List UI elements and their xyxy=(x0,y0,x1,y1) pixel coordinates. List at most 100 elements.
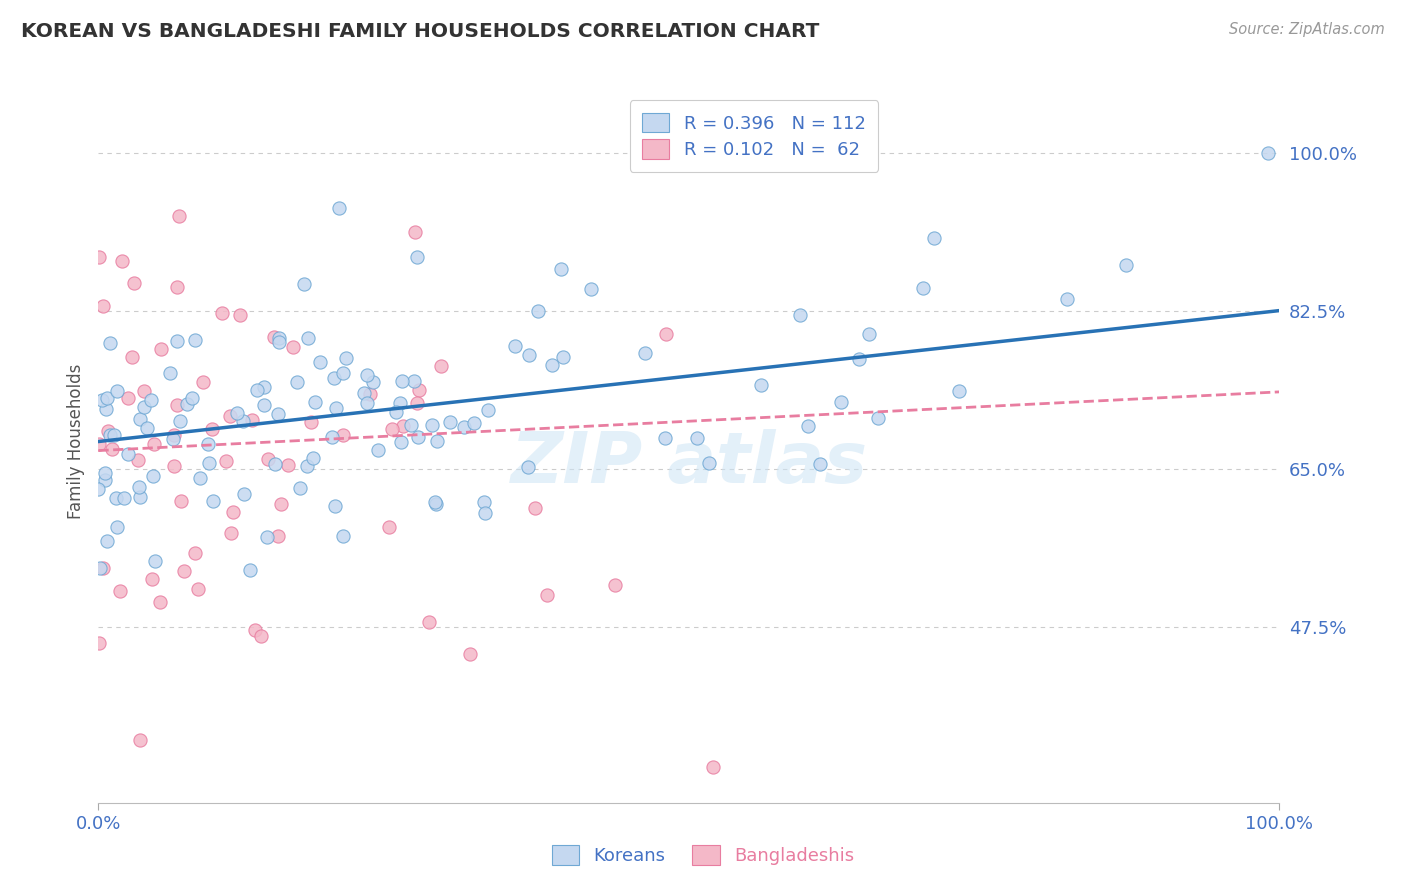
Point xyxy=(167,209,190,223)
Point xyxy=(356,368,378,382)
Point xyxy=(163,428,186,442)
Point xyxy=(603,578,626,592)
Point xyxy=(420,418,443,433)
Point xyxy=(193,376,215,390)
Point xyxy=(295,458,318,473)
Point xyxy=(94,467,117,481)
Point xyxy=(458,647,481,661)
Point xyxy=(389,434,412,449)
Point xyxy=(270,498,292,512)
Point xyxy=(201,493,224,508)
Point xyxy=(233,487,256,501)
Point xyxy=(551,350,574,364)
Point xyxy=(128,490,150,504)
Point xyxy=(188,471,211,485)
Point xyxy=(292,277,315,291)
Point xyxy=(453,420,475,434)
Point xyxy=(579,282,602,296)
Point xyxy=(143,436,166,450)
Point xyxy=(98,336,121,351)
Point xyxy=(257,452,280,467)
Point xyxy=(1056,292,1078,306)
Point xyxy=(111,254,134,268)
Point xyxy=(253,398,276,412)
Point xyxy=(425,494,447,508)
Point xyxy=(323,371,346,385)
Point xyxy=(749,378,772,392)
Point xyxy=(105,384,128,398)
Text: Source: ZipAtlas.com: Source: ZipAtlas.com xyxy=(1229,22,1385,37)
Point xyxy=(654,431,676,445)
Point xyxy=(96,391,118,405)
Point xyxy=(402,374,425,388)
Point xyxy=(297,331,319,345)
Point xyxy=(789,308,811,322)
Point xyxy=(91,299,114,313)
Point xyxy=(197,436,219,450)
Point xyxy=(91,561,114,575)
Point xyxy=(173,564,195,578)
Point xyxy=(269,331,291,345)
Point xyxy=(105,519,128,533)
Point xyxy=(229,308,252,322)
Point xyxy=(1257,145,1279,160)
Point xyxy=(287,376,309,390)
Point xyxy=(94,473,117,487)
Point xyxy=(655,327,678,342)
Point xyxy=(797,419,820,434)
Point xyxy=(686,431,709,445)
Point xyxy=(87,636,110,650)
Point xyxy=(463,417,485,431)
Point xyxy=(127,453,149,467)
Point xyxy=(104,491,127,505)
Point xyxy=(163,459,186,474)
Point xyxy=(201,422,224,436)
Point xyxy=(359,386,381,401)
Point xyxy=(524,501,547,516)
Point xyxy=(222,505,245,519)
Point xyxy=(277,458,299,472)
Point xyxy=(219,526,242,541)
Point xyxy=(112,491,135,505)
Point xyxy=(263,457,285,471)
Point xyxy=(97,425,120,439)
Point xyxy=(550,261,572,276)
Point xyxy=(169,414,191,428)
Point xyxy=(267,407,290,421)
Point xyxy=(384,405,406,419)
Point xyxy=(103,427,125,442)
Point xyxy=(406,396,429,410)
Point xyxy=(267,334,290,349)
Point xyxy=(540,359,562,373)
Point xyxy=(142,469,165,483)
Point xyxy=(253,379,276,393)
Point xyxy=(159,366,181,380)
Point xyxy=(335,351,357,365)
Point xyxy=(91,393,114,408)
Point xyxy=(101,442,124,456)
Point xyxy=(143,554,166,568)
Point xyxy=(389,396,412,410)
Point xyxy=(1115,259,1137,273)
Point xyxy=(226,406,249,420)
Point xyxy=(117,447,139,461)
Point xyxy=(634,346,657,360)
Point xyxy=(808,458,831,472)
Point xyxy=(263,330,285,344)
Point xyxy=(517,347,540,361)
Point xyxy=(948,384,970,398)
Point xyxy=(325,499,347,513)
Point xyxy=(391,419,413,434)
Legend: R = 0.396   N = 112, R = 0.102   N =  62: R = 0.396 N = 112, R = 0.102 N = 62 xyxy=(630,100,879,171)
Point xyxy=(328,202,350,216)
Point xyxy=(89,561,111,575)
Point xyxy=(121,351,143,365)
Point xyxy=(406,250,429,264)
Point xyxy=(526,303,548,318)
Point xyxy=(353,385,375,400)
Point xyxy=(128,732,150,747)
Point xyxy=(211,305,233,319)
Point xyxy=(697,456,720,470)
Point xyxy=(281,340,304,354)
Point xyxy=(139,393,162,408)
